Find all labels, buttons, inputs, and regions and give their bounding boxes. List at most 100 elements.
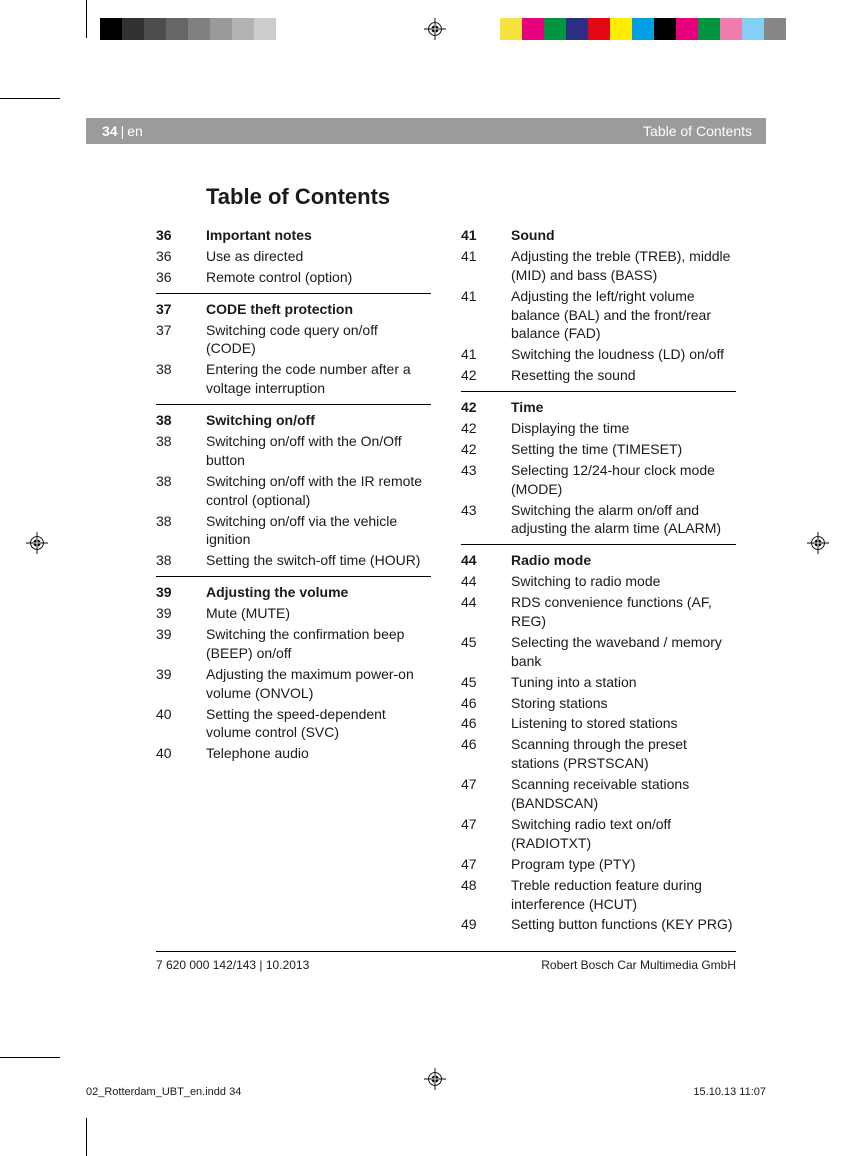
page-frame: 34|en Table of Contents Table of Content… [86, 52, 766, 1060]
toc-entry-text: Radio mode [511, 551, 736, 570]
toc-page-ref: 39 [156, 583, 206, 602]
toc-row: 47Scanning receivable stations (BANDSCAN… [461, 775, 736, 813]
color-swatch [764, 18, 786, 40]
toc-page-ref: 42 [461, 366, 511, 385]
header-lang: en [127, 123, 143, 139]
toc-page-ref: 38 [156, 512, 206, 550]
color-swatch [232, 18, 254, 40]
toc-entry-text: Switching the loudness (LD) on/off [511, 345, 736, 364]
toc-row: 39Mute (MUTE) [156, 604, 431, 623]
toc-entry-text: Switching the alarm on/off and adjusting… [511, 501, 736, 539]
crop-mark [0, 1057, 60, 1058]
toc-page-ref: 45 [461, 673, 511, 692]
toc-page-ref: 47 [461, 815, 511, 853]
toc-row: 39Adjusting the volume [156, 583, 431, 602]
toc-entry-text: Setting button functions (KEY PRG) [511, 915, 736, 934]
toc-entry-text: Switching on/off via the vehicle ignitio… [206, 512, 431, 550]
toc-page-ref: 48 [461, 876, 511, 914]
toc-entry-text: Use as directed [206, 247, 431, 266]
toc-row: 38Switching on/off with the On/Off butto… [156, 432, 431, 470]
toc-page-ref: 44 [461, 572, 511, 591]
toc-row: 41Sound [461, 226, 736, 245]
toc-row: 38Entering the code number after a volta… [156, 360, 431, 398]
toc-page-ref: 38 [156, 360, 206, 398]
toc-row: 36Remote control (option) [156, 268, 431, 287]
toc-section: 41Sound 41Adjusting the treble (TREB), mi… [461, 220, 736, 385]
color-swatch [342, 18, 364, 40]
toc-entry-text: Telephone audio [206, 744, 431, 763]
color-swatch [122, 18, 144, 40]
color-swatch [632, 18, 654, 40]
toc-entry-text: Selecting 12/24-hour clock mode (MODE) [511, 461, 736, 499]
toc-row: 47Program type (PTY) [461, 855, 736, 874]
toc-page-ref: 46 [461, 694, 511, 713]
toc-page-ref: 46 [461, 714, 511, 733]
toc-column-right: 41Sound 41Adjusting the treble (TREB), mi… [461, 220, 736, 936]
toc-entry-text: Scanning through the preset stations (PR… [511, 735, 736, 773]
toc-page-ref: 38 [156, 472, 206, 510]
color-swatch [654, 18, 676, 40]
color-swatch [276, 18, 298, 40]
toc-page-ref: 36 [156, 226, 206, 245]
color-swatch [386, 18, 408, 40]
color-swatch [254, 18, 276, 40]
toc-row: 45Tuning into a station [461, 673, 736, 692]
toc-row: 38Switching on/off with the IR remote co… [156, 472, 431, 510]
toc-row: 42Time [461, 398, 736, 417]
header-section: Table of Contents [643, 123, 752, 139]
toc-entry-text: Treble reduction feature during interfer… [511, 876, 736, 914]
toc-row: 40Setting the speed-dependent volume con… [156, 705, 431, 743]
toc-row: 44Radio mode [461, 551, 736, 570]
toc-page-ref: 40 [156, 705, 206, 743]
toc-row: 37CODE theft protection [156, 300, 431, 319]
toc-page-ref: 41 [461, 287, 511, 344]
color-swatch [364, 18, 386, 40]
color-swatch [478, 18, 500, 40]
toc-row: 38Setting the switch-off time (HOUR) [156, 551, 431, 570]
crop-mark [86, 1118, 87, 1156]
toc-page-ref: 37 [156, 321, 206, 359]
toc-page-ref: 38 [156, 432, 206, 470]
toc-entry-text: Selecting the waveband / memory bank [511, 633, 736, 671]
toc-entry-text: Listening to stored stations [511, 714, 736, 733]
toc-page-ref: 42 [461, 398, 511, 417]
toc-page-ref: 40 [156, 744, 206, 763]
registration-mark-icon [26, 532, 48, 554]
color-swatch [166, 18, 188, 40]
toc-page-ref: 36 [156, 268, 206, 287]
toc-entry-text: Entering the code number after a voltage… [206, 360, 431, 398]
toc-section: 38Switching on/off 38Switching on/off wit… [156, 404, 431, 570]
color-swatch [500, 18, 522, 40]
toc-entry-text: Adjusting the left/right volume balance … [511, 287, 736, 344]
page-footer: 7 620 000 142/143 | 10.2013 Robert Bosch… [156, 951, 736, 972]
toc-page-ref: 43 [461, 501, 511, 539]
toc-page-ref: 44 [461, 593, 511, 631]
toc-page-ref: 44 [461, 551, 511, 570]
toc-row: 44Switching to radio mode [461, 572, 736, 591]
toc-entry-text: Program type (PTY) [511, 855, 736, 874]
toc-entry-text: Switching on/off with the IR remote cont… [206, 472, 431, 510]
toc-page-ref: 46 [461, 735, 511, 773]
toc-page-ref: 47 [461, 855, 511, 874]
toc-row: 38Switching on/off via the vehicle ignit… [156, 512, 431, 550]
color-swatch [588, 18, 610, 40]
toc-entry-text: Time [511, 398, 736, 417]
toc-entry-text: Adjusting the volume [206, 583, 431, 602]
color-swatch [522, 18, 544, 40]
toc-page-ref: 39 [156, 665, 206, 703]
slug-line: 02_Rotterdam_UBT_en.indd 34 15.10.13 11:… [86, 1086, 766, 1098]
toc-page-ref: 42 [461, 419, 511, 438]
toc-row: 42Displaying the time [461, 419, 736, 438]
toc-entry-text: Switching the confirmation beep (BEEP) o… [206, 625, 431, 663]
toc-entry-text: Setting the switch-off time (HOUR) [206, 551, 431, 570]
toc-entry-text: Setting the speed-dependent volume contr… [206, 705, 431, 743]
color-swatch [210, 18, 232, 40]
toc-entry-text: CODE theft protection [206, 300, 431, 319]
page-number: 34 [102, 123, 118, 139]
toc-entry-text: Mute (MUTE) [206, 604, 431, 623]
toc-row: 38Switching on/off [156, 411, 431, 430]
toc-row: 43Selecting 12/24-hour clock mode (MODE) [461, 461, 736, 499]
toc-entry-text: Adjusting the treble (TREB), middle (MID… [511, 247, 736, 285]
page-title: Table of Contents [206, 184, 390, 210]
toc-row: 46Listening to stored stations [461, 714, 736, 733]
